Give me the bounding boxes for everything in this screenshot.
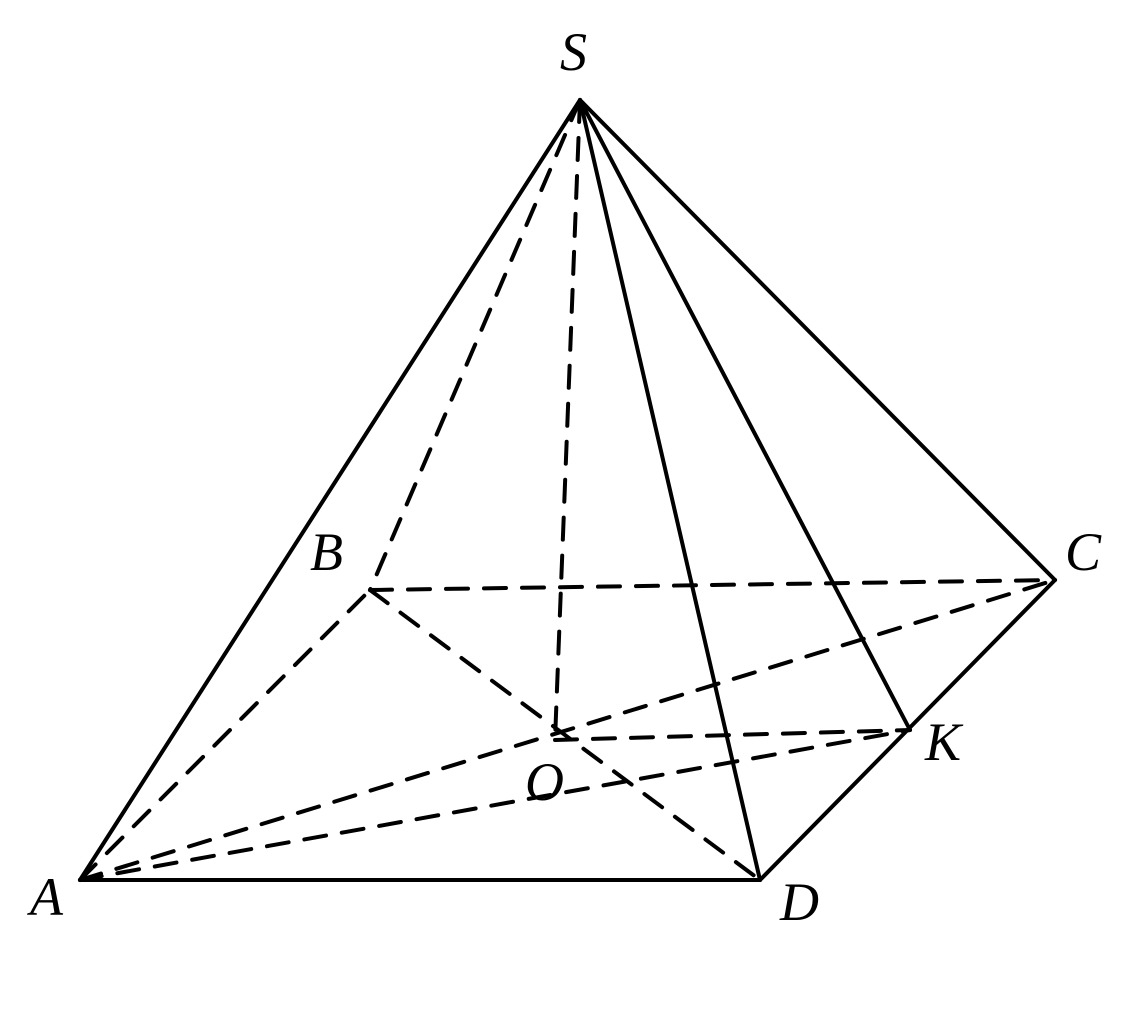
edge-S-K: [580, 100, 910, 730]
label-O: O: [525, 752, 564, 812]
edge-S-B: [370, 100, 580, 590]
labels-layer: S A B C D O K: [27, 22, 1102, 932]
edge-S-O: [555, 100, 580, 740]
label-S: S: [560, 22, 587, 82]
label-A: A: [27, 867, 64, 927]
edge-O-K: [555, 730, 910, 740]
edges-layer: [80, 100, 1055, 880]
label-C: C: [1065, 522, 1102, 582]
label-K: K: [924, 712, 964, 772]
edge-S-C: [580, 100, 1055, 580]
edge-S-A: [80, 100, 580, 880]
pyramid-diagram: S A B C D O K: [0, 0, 1131, 1025]
edge-B-C: [370, 580, 1055, 590]
label-D: D: [779, 872, 819, 932]
label-B: B: [310, 522, 343, 582]
